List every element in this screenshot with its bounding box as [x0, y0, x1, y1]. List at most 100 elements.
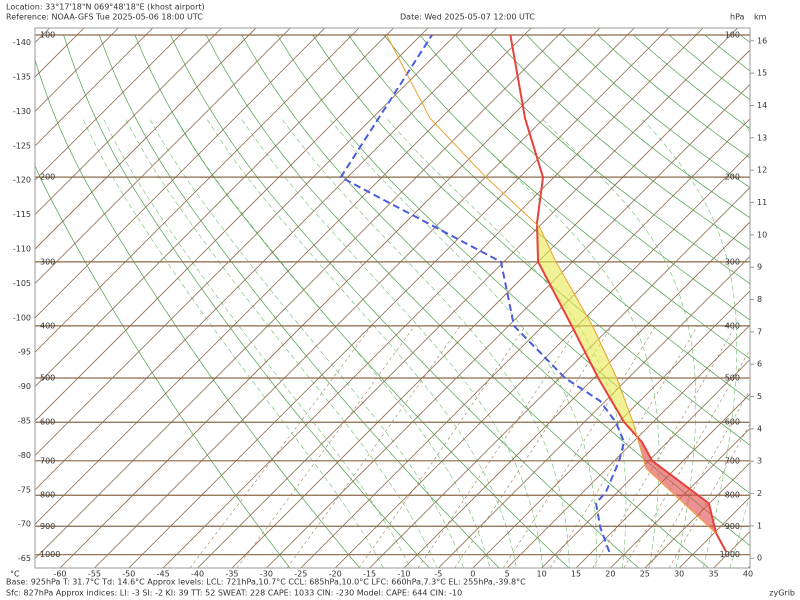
x-tick-label: 10 [537, 570, 547, 579]
date: Date: Wed 2025-05-07 12:00 UTC [400, 13, 535, 22]
isotherm [59, 28, 601, 568]
isotherm [35, 28, 326, 319]
areas [537, 224, 717, 534]
skew-tick-label: -120 [13, 176, 31, 185]
pressure-label-right: 600 [725, 418, 740, 427]
altitude-label: 10 [757, 230, 767, 239]
pressure-label: 900 [40, 522, 55, 531]
dry-adiabat [277, 34, 750, 494]
x-tick-label: 5 [505, 570, 510, 579]
mixing-ratio-line [454, 325, 613, 568]
footer-indices: Sfc: 827hPa Approx indices: LI: -3 SI: -… [6, 589, 462, 598]
pressure-label-right: 800 [725, 491, 740, 500]
altitude-label: 5 [757, 392, 762, 401]
dry-adiabat [35, 165, 291, 568]
isotherm [35, 28, 222, 216]
x-tick-label: -25 [294, 570, 307, 579]
pressure-label: 100 [40, 31, 55, 40]
pressure-label-right: 700 [725, 456, 740, 465]
moist-adiabat [103, 119, 411, 568]
altitude-label: 16 [757, 36, 767, 45]
dry-adiabat [35, 58, 360, 568]
skew-tick-label: -125 [13, 141, 31, 150]
x-tick-label: -10 [397, 570, 410, 579]
parcel-line [386, 34, 717, 534]
dry-adiabat [419, 34, 750, 321]
x-tick-label: -20 [329, 570, 342, 579]
dry-adiabat [455, 34, 750, 285]
x-tick-label: -15 [363, 570, 376, 579]
isotherm [35, 28, 394, 388]
moist-adiabat [176, 119, 491, 568]
dry-adiabat [241, 34, 750, 547]
altitude-label: 3 [757, 457, 762, 466]
skew-tick-label: -110 [13, 245, 31, 254]
altitude-label: 12 [757, 166, 767, 175]
x-tick-label: -45 [157, 570, 170, 579]
x-tick-label: 25 [640, 570, 650, 579]
pressure-label: 300 [40, 257, 55, 266]
pressure-label: 200 [40, 173, 55, 182]
x-tick-label: 0 [470, 570, 475, 579]
brand: zyGrib [769, 589, 795, 598]
skew-tick-label: -80 [18, 451, 31, 460]
isotherm [35, 28, 566, 560]
isotherm [35, 28, 532, 525]
dry-adiabat [205, 34, 709, 568]
location: Location: 33°17'18"N 069°48'18"E (khost … [6, 3, 205, 12]
reference: Reference: NOAA-GFS Tue 2025-05-06 18:00… [6, 13, 203, 22]
x-tick-label: 20 [605, 570, 615, 579]
dry-adiabat [312, 34, 750, 446]
isotherm [541, 359, 750, 568]
pressure-label-right: 500 [725, 373, 740, 382]
isotherm [35, 28, 360, 353]
isotherm [438, 255, 750, 568]
moist-adiabat [282, 119, 570, 568]
dry-adiabat [170, 34, 639, 568]
x-tick-label: 30 [674, 570, 684, 579]
labels: -60 -55 -50 -45 -40 -35 -30 -25 -20 -15 -10 -5 0 5 10 1… [13, 31, 767, 579]
skew-tick-label: -100 [13, 313, 31, 322]
skew-tick-label: -140 [13, 38, 31, 47]
isotherm [266, 83, 750, 568]
skew-tick-label: -70 [18, 520, 31, 529]
moist-adiabat [457, 119, 660, 568]
grid [35, 28, 750, 568]
altitude-label: 0 [757, 554, 762, 563]
dry-adiabat [348, 34, 750, 401]
moist-adiabat [329, 119, 597, 568]
mixing-ratio-line [358, 325, 526, 568]
mixing-ratio-line [236, 325, 415, 568]
isotherm [35, 28, 291, 284]
dewpoint-line [339, 34, 626, 553]
cin-area [637, 436, 717, 534]
pressure-label-right: 300 [725, 257, 740, 266]
skew-tick-label: -105 [13, 279, 31, 288]
moist-adiabat [207, 119, 517, 568]
mixing-ratio-line [549, 325, 698, 568]
isotherm [231, 49, 750, 568]
isotherm [506, 324, 750, 568]
altitude-label: 9 [757, 263, 762, 272]
x-tick-label: -50 [122, 570, 135, 579]
moist-adiabat [83, 119, 384, 568]
pressure-label-right: 1000 [720, 550, 740, 559]
pressure-label-right: 200 [725, 173, 740, 182]
pressure-label: 1000 [40, 550, 60, 559]
altitude-label: 15 [757, 69, 767, 78]
x-tick-label: -30 [260, 570, 273, 579]
pressure-label: 800 [40, 491, 55, 500]
moist-adiabat [642, 119, 737, 568]
cape-area [537, 224, 638, 437]
x-tick-label: -60 [53, 570, 66, 579]
pressure-label: 700 [40, 456, 55, 465]
moist-adiabat [241, 119, 544, 568]
isotherm [197, 28, 738, 568]
skew-tick-label: -90 [18, 382, 31, 391]
skew-tick-label: -130 [13, 107, 31, 116]
altitude-label: 11 [757, 198, 767, 207]
skew-tick-label: -95 [18, 348, 31, 357]
isotherm [403, 221, 750, 568]
dry-adiabat [134, 34, 570, 568]
